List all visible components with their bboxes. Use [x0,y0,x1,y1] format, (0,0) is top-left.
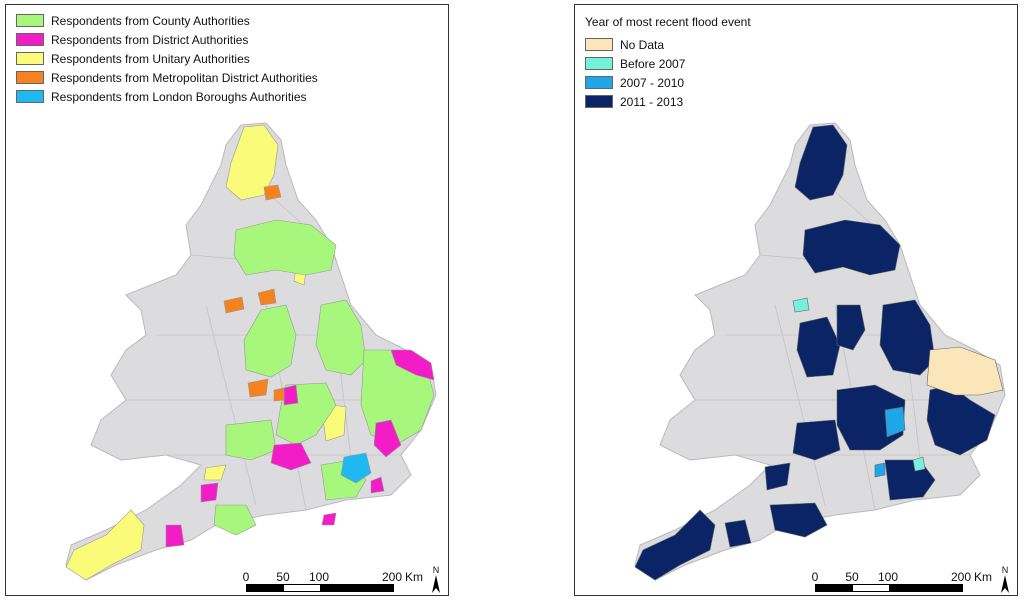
scale-tick: 200 [950,570,972,584]
flood-lincolnshire [879,299,936,376]
flood-2007-2010-small [874,462,886,478]
north-arrow-right: N [1000,565,1010,595]
flood-before-2007 [792,297,810,313]
scale-unit: Km [405,570,423,584]
district-somerset [200,482,219,503]
north-label: N [432,565,440,575]
scale-tick: 0 [242,570,250,584]
metro-coventry [273,387,285,402]
scale-bar-left: 0 50 100 200 Km [242,570,423,592]
flood-wales-south [764,462,791,491]
north-arrow-icon [432,575,440,593]
scale-tick: 100 [308,570,330,584]
flood-cornwall [634,509,716,581]
metropolitan-swatch [16,71,44,84]
unitary-cornwall [65,509,145,581]
flood-2007-2010-area [884,406,906,438]
swatch-2007-2010 [585,76,613,89]
legend-label: Respondents from London Boroughs Authori… [51,89,307,104]
no-data-swatch [585,38,613,51]
unitary-small-3 [203,464,227,481]
north-arrow-left: N [431,565,441,595]
county-dorset [213,504,257,536]
scale-tick: 50 [845,570,859,584]
scale-tick: 0 [811,570,819,584]
metro-tyne [263,184,282,201]
flood-norfolk-no-data [926,346,1004,396]
district-swatch [16,33,44,46]
london-boroughs [340,452,372,484]
unitary-northumberland [225,124,279,201]
legend-label: Respondents from Metropolitan District A… [51,70,318,85]
legend-label: Respondents from Unitary Authorities [51,51,250,66]
flood-devon [724,519,752,548]
flood-north-yorkshire [802,219,901,276]
district-south-1 [321,512,337,526]
legend-item-2007-2010: 2007 - 2010 [585,73,751,92]
legend-item-2011-2013: 2011 - 2013 [585,92,751,111]
legend-item-unitary: Respondents from Unitary Authorities [16,49,318,68]
flood-event-map-panel: Year of most recent flood event No Data … [574,4,1018,596]
flood-derbyshire [836,304,866,351]
scale-unit: Km [974,570,992,584]
swatch-2011-2013 [585,95,613,108]
district-east-coast [390,349,435,381]
flood-gloucestershire [792,419,841,461]
flood-legend: Year of most recent flood event No Data … [585,11,751,111]
metro-lancs [223,296,245,314]
county-swatch [16,14,44,27]
legend-item-metropolitan: Respondents from Metropolitan District A… [16,68,318,87]
unitary-swatch [16,52,44,65]
legend-item-district: Respondents from District Authorities [16,30,318,49]
legend-label: Respondents from District Authorities [51,32,249,47]
legend-title: Year of most recent flood event [585,15,751,29]
legend-item-london: Respondents from London Boroughs Authori… [16,87,318,106]
flood-before-2007-small [912,456,926,472]
flood-somerset [769,502,828,538]
scale-tick: 200 [381,570,403,584]
metro-brum [247,378,269,398]
north-label: N [1001,565,1009,575]
england-wales-map-right [634,122,1006,581]
legend-label: Respondents from County Authorities [51,13,250,28]
metro-yorks [257,288,277,306]
legend-label: 2011 - 2013 [620,94,684,109]
county-gloucestershire [225,419,277,461]
scale-bar [246,584,394,592]
scale-bar-right: 0 50 100 200 Km [811,570,992,592]
north-arrow-icon [1001,575,1009,593]
legend-label: No Data [620,37,665,52]
county-derbyshire [243,304,297,378]
scale-tick: 100 [877,570,899,584]
district-essex [373,419,402,458]
flood-northumberland [794,124,848,201]
legend-label: Before 2007 [620,56,686,71]
county-north-yorkshire [233,219,337,276]
flood-lancashire [796,316,841,378]
scale-bar [815,584,963,592]
district-midlands [283,384,299,406]
legend-item-county: Respondents from County Authorities [16,11,318,30]
england-wales-map-left [65,122,437,581]
before-2007-swatch [585,57,613,70]
legend-item-no-data: No Data [585,35,751,54]
legend-item-before-2007: Before 2007 [585,54,751,73]
london-swatch [16,90,44,103]
scale-tick: 50 [276,570,290,584]
district-devon [165,524,185,548]
county-lincolnshire [315,299,367,376]
district-oxford [270,442,312,471]
district-south-2 [370,476,385,494]
respondents-map-panel: Respondents from County Authorities Resp… [5,4,449,596]
legend-label: 2007 - 2010 [620,75,685,90]
respondents-legend: Respondents from County Authorities Resp… [16,11,318,106]
